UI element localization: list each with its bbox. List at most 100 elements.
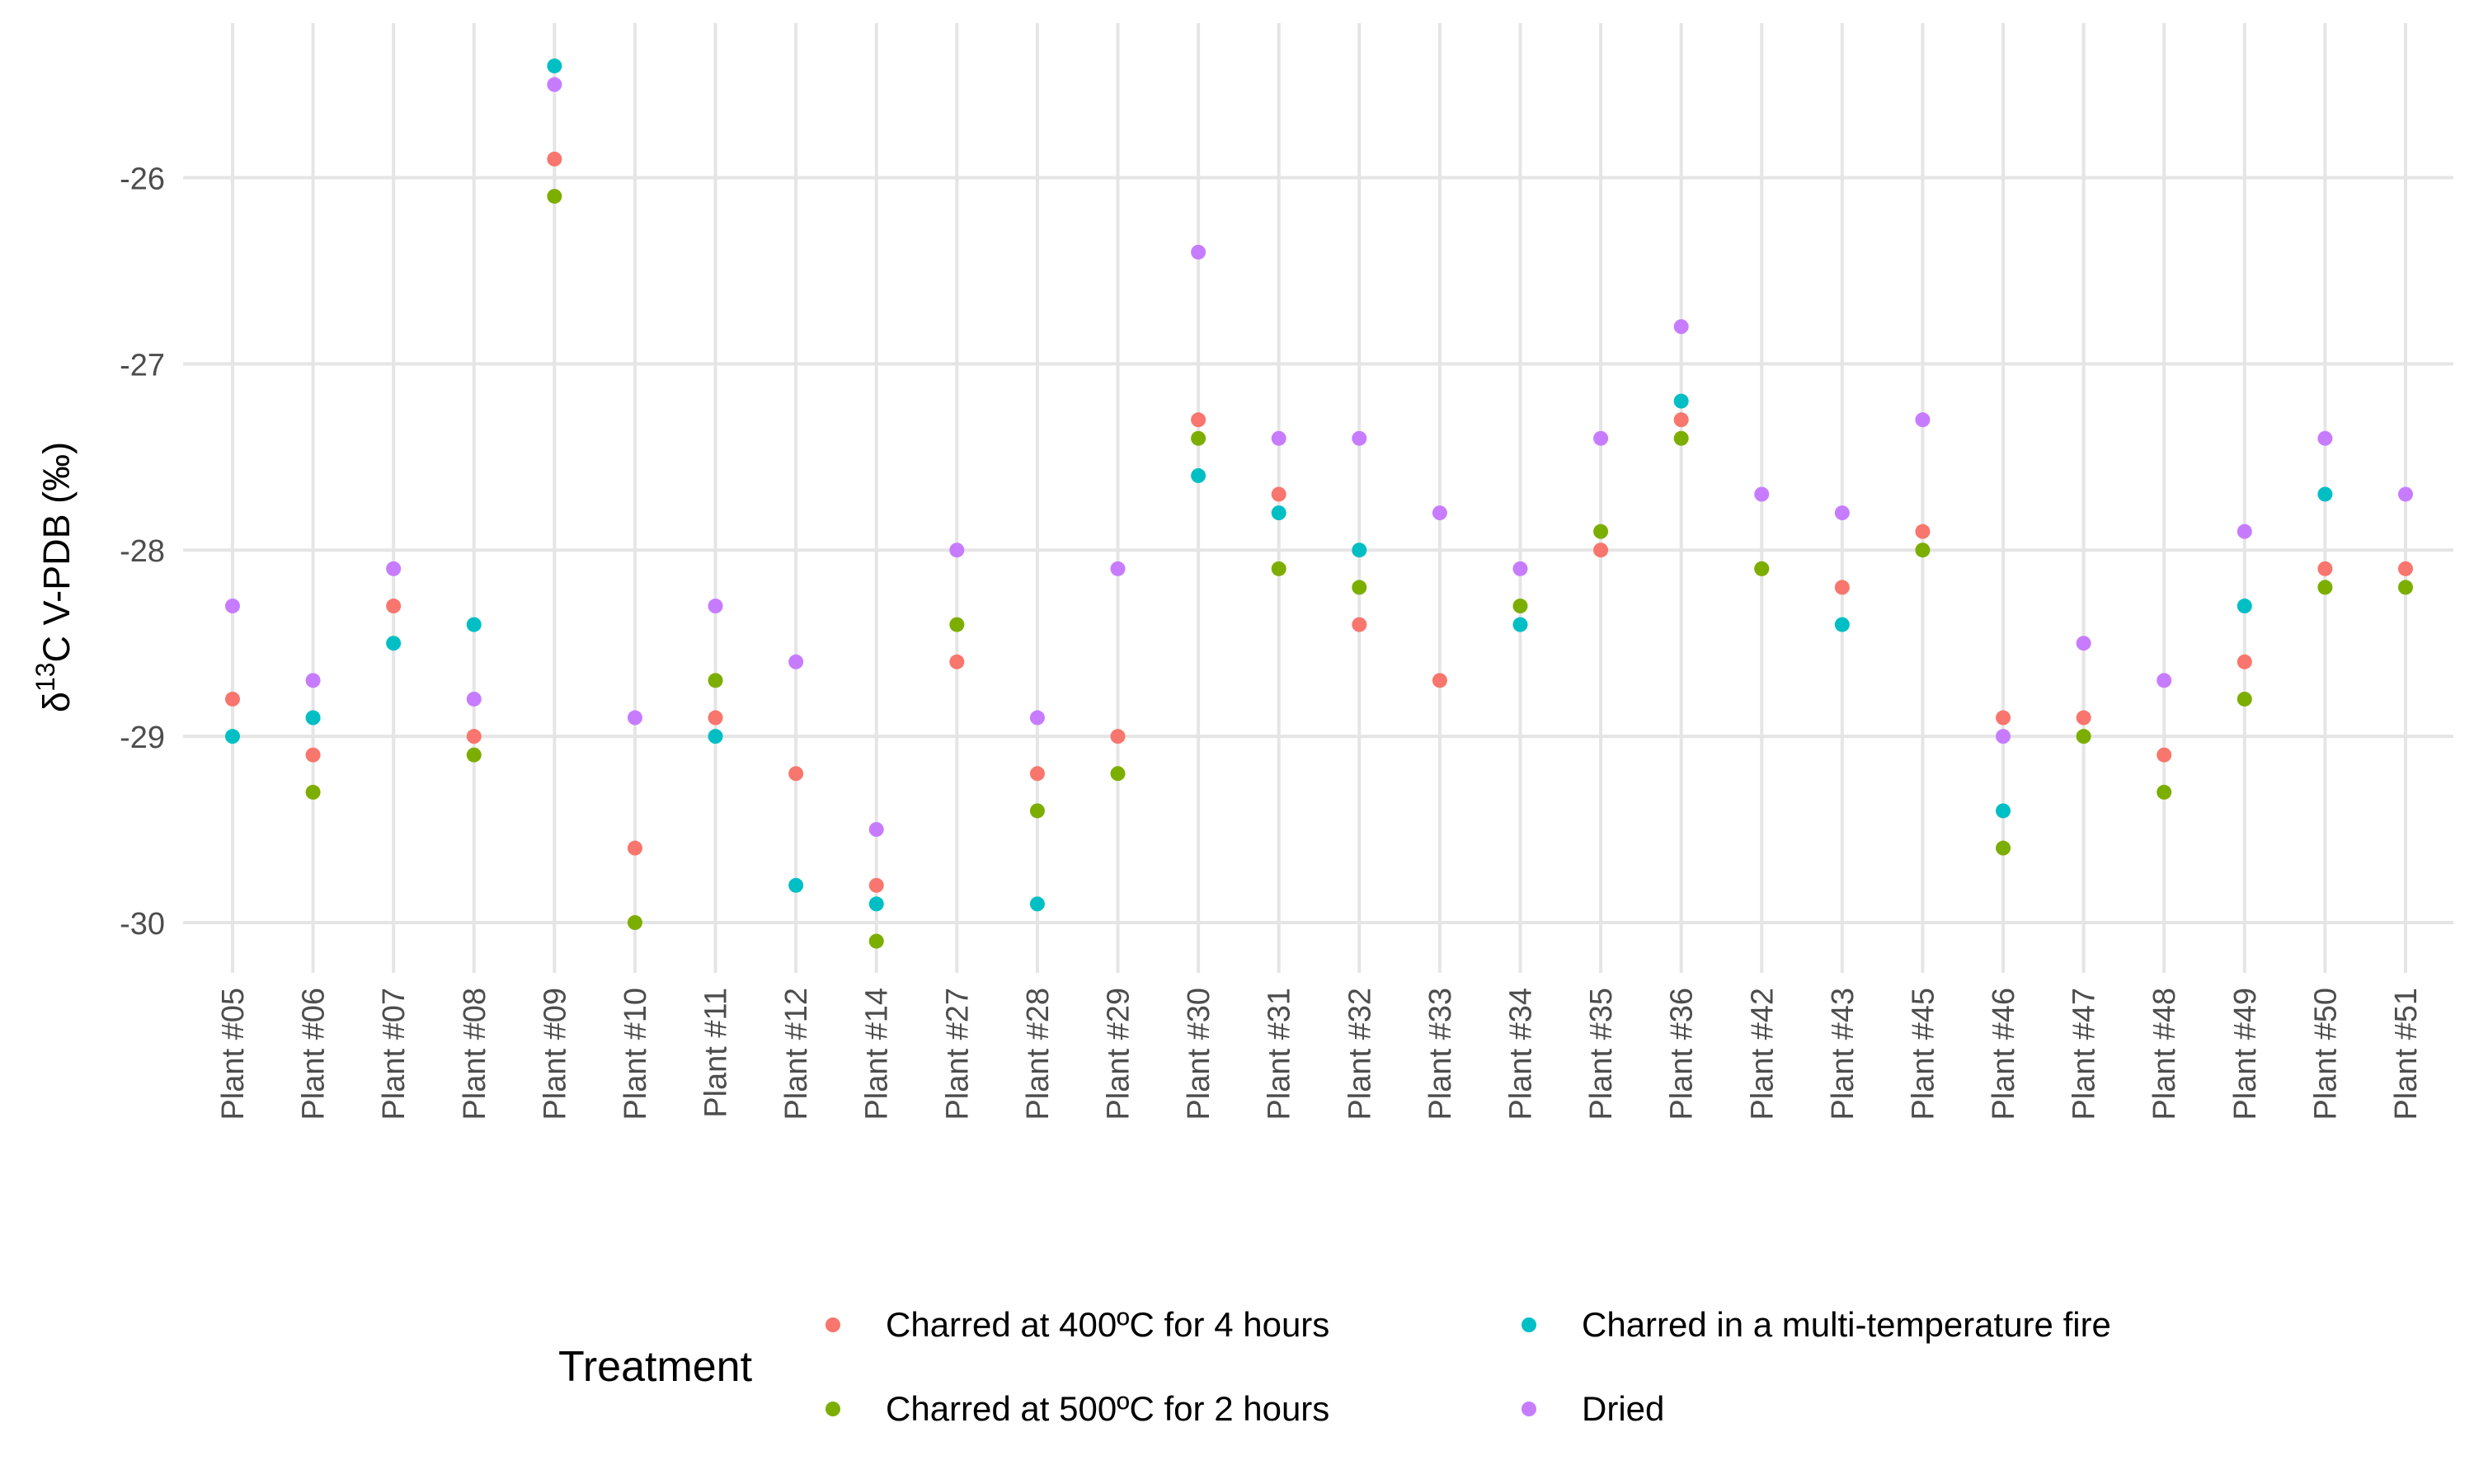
data-point bbox=[1512, 599, 1528, 614]
data-point bbox=[1271, 486, 1286, 502]
legend-label: Charred at 400ºC for 4 hours bbox=[886, 1305, 1329, 1344]
data-point bbox=[547, 77, 562, 92]
x-tick-label: Plant #33 bbox=[1423, 988, 1458, 1120]
data-point bbox=[708, 710, 723, 726]
data-point bbox=[1352, 580, 1367, 595]
data-point bbox=[1029, 710, 1045, 726]
data-point bbox=[2317, 580, 2333, 595]
legend-items: Charred at 400ºC for 4 hours Charred at 5… bbox=[825, 1305, 2111, 1428]
legend-key bbox=[1522, 1402, 1536, 1416]
data-point bbox=[1432, 505, 1447, 521]
y-tick-label: -28 bbox=[120, 534, 165, 569]
data-point bbox=[1834, 580, 1850, 595]
data-point bbox=[1834, 505, 1850, 521]
data-point bbox=[466, 691, 482, 707]
y-tick-label: -30 bbox=[120, 907, 165, 942]
legend: Treatment Charred at 400ºC for 4 hoursCh… bbox=[558, 1305, 2111, 1428]
data-point bbox=[1110, 561, 1126, 576]
x-tick-label: Plant #35 bbox=[1584, 988, 1619, 1120]
data-point bbox=[2076, 710, 2091, 726]
data-point bbox=[1271, 505, 1286, 521]
data-point bbox=[1754, 561, 1770, 576]
data-point bbox=[2317, 561, 2333, 576]
data-point bbox=[949, 654, 965, 669]
data-point bbox=[1996, 803, 2011, 819]
data-point bbox=[305, 784, 321, 800]
legend-item: Charred in a multi-temperature fire bbox=[1522, 1305, 2111, 1344]
data-point bbox=[2157, 747, 2172, 763]
legend-item: Charred at 400ºC for 4 hours bbox=[825, 1305, 1329, 1344]
data-point bbox=[2236, 691, 2252, 707]
legend-key bbox=[825, 1317, 840, 1332]
x-tick-label: Plant #10 bbox=[618, 988, 653, 1120]
data-point bbox=[868, 822, 884, 838]
data-point bbox=[788, 766, 804, 782]
data-point bbox=[2398, 580, 2413, 595]
data-point bbox=[1191, 430, 1206, 446]
data-point bbox=[949, 542, 965, 558]
data-point bbox=[2317, 486, 2333, 502]
x-axis-ticks: Plant #05 Plant #06 Plant #07 Plant #08 Plan… bbox=[216, 988, 2424, 1120]
data-point bbox=[1512, 617, 1528, 632]
x-tick-label: Plant #29 bbox=[1102, 988, 1136, 1120]
y-tick-label: -29 bbox=[120, 721, 165, 755]
x-tick-label: Plant #30 bbox=[1182, 988, 1216, 1120]
y-axis-label: δ13C V-PDB (‰) bbox=[31, 442, 78, 712]
legend-label: Charred in a multi-temperature fire bbox=[1582, 1305, 2111, 1344]
y-tick-label: -27 bbox=[120, 348, 165, 383]
data-point bbox=[1029, 896, 1045, 912]
data-point bbox=[627, 710, 642, 726]
data-point bbox=[386, 599, 402, 614]
x-tick-label: Plant #06 bbox=[297, 988, 332, 1120]
data-point bbox=[1432, 673, 1447, 688]
x-tick-label: Plant #48 bbox=[2147, 988, 2182, 1120]
data-point bbox=[1915, 542, 1931, 558]
data-point bbox=[547, 58, 562, 73]
data-point bbox=[868, 877, 884, 893]
data-point bbox=[1593, 524, 1609, 539]
data-point bbox=[1754, 486, 1770, 502]
data-point bbox=[1673, 412, 1689, 428]
data-point bbox=[547, 151, 562, 167]
x-tick-label: Plant #51 bbox=[2389, 988, 2424, 1120]
x-tick-label: Plant #34 bbox=[1503, 988, 1538, 1120]
x-tick-label: Plant #32 bbox=[1343, 988, 1377, 1120]
data-point bbox=[225, 729, 240, 744]
data-point bbox=[868, 933, 884, 949]
legend-item: Dried bbox=[1522, 1389, 1664, 1428]
data-point bbox=[708, 673, 723, 688]
data-point bbox=[305, 673, 321, 688]
legend-key bbox=[1522, 1317, 1536, 1332]
data-point bbox=[225, 599, 240, 614]
data-point bbox=[2236, 524, 2252, 539]
x-tick-label: Plant #49 bbox=[2228, 988, 2263, 1120]
data-point bbox=[627, 915, 642, 931]
data-point bbox=[466, 729, 482, 744]
data-point bbox=[2157, 673, 2172, 688]
data-point bbox=[1834, 617, 1850, 632]
x-tick-label: Plant #14 bbox=[860, 988, 895, 1120]
data-point bbox=[1915, 412, 1931, 428]
data-point bbox=[386, 636, 402, 651]
x-tick-label: Plant #12 bbox=[779, 988, 814, 1120]
data-point bbox=[2317, 430, 2333, 446]
x-tick-label: Plant #46 bbox=[1987, 988, 2021, 1120]
x-tick-label: Plant #11 bbox=[699, 988, 734, 1118]
x-tick-label: Plant #07 bbox=[377, 988, 412, 1120]
data-point bbox=[1512, 561, 1528, 576]
legend-label: Charred at 500ºC for 2 hours bbox=[886, 1389, 1329, 1428]
data-point bbox=[225, 691, 240, 707]
data-point bbox=[547, 189, 562, 204]
data-point bbox=[305, 710, 321, 726]
y-axis-ticks: -26 -27 -28 -29 -30 bbox=[120, 162, 165, 942]
grid-lines bbox=[183, 23, 2453, 973]
data-point bbox=[708, 729, 723, 744]
data-point bbox=[1593, 430, 1609, 446]
data-point bbox=[1352, 542, 1367, 558]
x-tick-label: Plant #28 bbox=[1021, 988, 1056, 1120]
legend-item: Charred at 500ºC for 2 hours bbox=[825, 1389, 1329, 1428]
data-point bbox=[2076, 729, 2091, 744]
y-axis-label-superscript: 13 bbox=[31, 662, 60, 692]
data-point bbox=[1271, 561, 1286, 576]
data-point bbox=[1191, 244, 1206, 260]
